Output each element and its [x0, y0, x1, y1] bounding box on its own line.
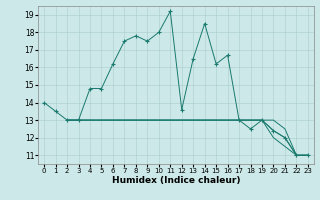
X-axis label: Humidex (Indice chaleur): Humidex (Indice chaleur)	[112, 176, 240, 185]
